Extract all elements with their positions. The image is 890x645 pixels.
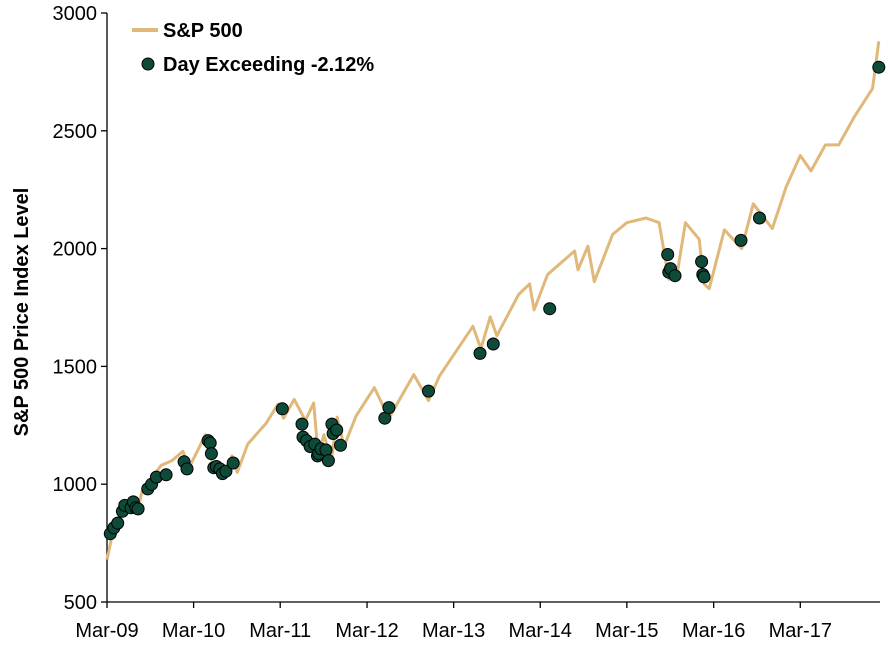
exceeding-day-point <box>422 384 435 398</box>
legend-dot-swatch <box>141 57 155 71</box>
exceeding-day-point <box>159 468 173 482</box>
sp500-line-series <box>105 41 881 560</box>
y-tick-label: 2000 <box>53 239 98 261</box>
exceeding-day-point <box>753 211 766 225</box>
exceeding-days-series <box>103 60 886 541</box>
y-tick-label: 2500 <box>53 121 98 143</box>
x-tick-label: Mar-17 <box>769 620 832 642</box>
exceeding-day-point <box>219 464 233 478</box>
x-tick-label: Mar-13 <box>422 620 485 642</box>
exceeding-day-point <box>734 233 748 247</box>
x-tick-label: Mar-10 <box>162 620 225 642</box>
exceeding-day-point <box>695 255 709 269</box>
x-tick-label: Mar-14 <box>509 620 572 642</box>
y-tick-label: 3000 <box>53 3 98 25</box>
exceeding-day-point <box>319 443 333 457</box>
y-axis-title: S&P 500 Price Index Level <box>11 188 33 437</box>
exceeding-day-point <box>203 436 217 450</box>
exceeding-day-point <box>131 502 145 516</box>
x-tick-label: Mar-12 <box>335 620 398 642</box>
exceeding-day-point <box>334 438 347 452</box>
exceeding-day-point <box>872 60 886 74</box>
exceeding-day-point <box>180 462 194 476</box>
exceeding-day-point <box>204 447 218 461</box>
exceeding-day-point <box>321 454 335 468</box>
legend-label-exceeding: Day Exceeding -2.12% <box>163 54 374 76</box>
x-tick-label: Mar-11 <box>249 620 311 642</box>
exceeding-day-point <box>295 417 309 431</box>
sp500-line <box>105 41 881 560</box>
legend: S&P 500 Day Exceeding -2.12% <box>132 20 374 76</box>
exceeding-day-point <box>697 270 711 284</box>
exceeding-day-point <box>486 337 500 351</box>
exceeding-day-point <box>661 248 675 261</box>
exceeding-day-point <box>226 456 240 470</box>
exceeding-day-point <box>473 346 487 360</box>
y-tick-label: 1000 <box>53 474 98 496</box>
exceeding-day-point <box>275 402 289 416</box>
exceeding-day-point <box>543 302 557 316</box>
legend-label-sp500: S&P 500 <box>163 20 243 42</box>
axes: 500 1000 1500 2000 2500 3000 Mar-09 Mar-10 Mar-1… <box>53 3 880 642</box>
x-tick-label: Mar-09 <box>75 620 138 642</box>
exceeding-day-point <box>111 516 125 530</box>
x-tick-label: Mar-15 <box>595 620 658 642</box>
exceeding-day-point <box>330 423 344 437</box>
x-tick-label: Mar-16 <box>682 620 745 642</box>
exceeding-day-point <box>668 269 682 283</box>
y-tick-label: 1500 <box>53 356 98 378</box>
y-tick-label: 500 <box>64 592 97 614</box>
exceeding-day-point <box>382 401 396 415</box>
